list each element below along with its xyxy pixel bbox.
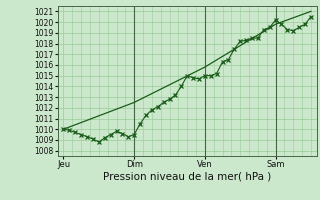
X-axis label: Pression niveau de la mer( hPa ): Pression niveau de la mer( hPa ) xyxy=(103,172,271,182)
